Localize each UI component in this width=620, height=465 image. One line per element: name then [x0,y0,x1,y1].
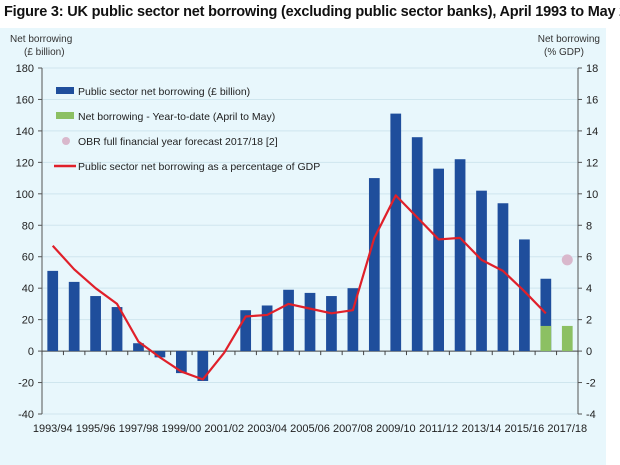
x-tick-label: 1993/94 [33,423,73,435]
x-tick-label: 2017/18 [547,423,587,435]
y-tick-label-left: 40 [22,283,34,295]
borrowing-bar [411,137,423,352]
ytd-bar [540,325,552,352]
legend-label: Public sector net borrowing (£ billion) [78,86,250,98]
y-tick-label-left: 0 [28,346,34,358]
borrowing-bar [133,343,144,352]
borrowing-bar [497,203,509,352]
legend-label: Public sector net borrowing as a percent… [78,161,320,173]
y-tick-label-left: 120 [16,157,34,169]
gdp-percentage-line [51,194,547,381]
borrowing-bar [283,289,294,352]
x-tick-label: 2001/02 [204,423,244,435]
borrowing-bar [111,307,123,352]
y-axis-title-right: Net borrowing [538,34,600,45]
y-axis-title-right: (% GDP) [544,47,584,58]
y-tick-label-left: 80 [22,220,34,232]
borrowing-bar [240,310,252,352]
x-tick-label: 2011/12 [419,423,458,435]
y-axis-title-left: Net borrowing [10,34,72,45]
borrowing-bar [454,159,466,352]
y-tick-label-right: -4 [586,409,596,421]
borrowing-bar [519,239,530,352]
borrowing-bar [68,281,80,352]
y-tick-label-left: 160 [16,94,34,106]
y-tick-label-right: 6 [586,252,592,264]
borrowing-bar [90,296,101,352]
borrowing-bar [433,168,444,352]
x-tick-label: 2003/04 [247,423,287,435]
x-tick-label: 2013/14 [462,423,502,435]
y-tick-label-right: 18 [586,63,598,75]
x-tick-label: 2005/06 [290,423,330,435]
y-axis-title-left: (£ billion) [24,47,65,58]
borrowing-bar [476,190,487,352]
borrowing-bar [390,113,402,352]
x-tick-label: 1997/98 [119,423,159,435]
y-tick-label-left: -20 [18,378,34,390]
y-tick-label-left: 60 [22,252,34,264]
borrowing-bar [326,296,337,352]
borrowing-bar [154,351,166,358]
y-tick-label-right: 8 [586,220,592,232]
borrowing-bar [176,351,187,374]
y-tick-label-right: 16 [586,94,598,106]
y-tick-label-right: 10 [586,189,598,201]
legend-swatch [56,87,74,94]
y-tick-label-right: 0 [586,346,592,358]
y-tick-label-left: -40 [18,409,34,421]
borrowing-bar [197,351,209,381]
x-tick-label: 2007/08 [333,423,373,435]
y-tick-label-left: 100 [16,189,34,201]
y-tick-label-right: 12 [586,157,598,169]
borrowing-bar [304,292,316,352]
borrowing-bar [540,278,552,352]
legend-label: OBR full financial year forecast 2017/18… [78,136,278,148]
y-tick-label-left: 180 [16,63,34,75]
legend-swatch [62,137,70,145]
legend-swatch [56,112,74,119]
x-tick-label: 2015/16 [505,423,545,435]
y-tick-label-right: 2 [586,315,592,327]
borrowing-bar [368,178,380,352]
legend-label: Net borrowing - Year-to-date (April to M… [78,111,275,123]
x-tick-label: 2009/10 [376,423,416,435]
borrowing-bar [47,270,59,352]
x-tick-label: 1999/00 [161,423,201,435]
y-tick-label-left: 20 [22,315,34,327]
x-tick-label: 1995/96 [76,423,116,435]
y-tick-label-right: 14 [586,126,598,138]
y-tick-label-right: 4 [586,283,592,295]
chart-title: Figure 3: UK public sector net borrowing… [4,4,620,20]
borrowing-bar [347,288,359,352]
ytd-bar [561,325,573,352]
y-tick-label-left: 140 [16,126,34,138]
y-tick-label-right: -2 [586,378,596,390]
borrowing-bar [261,305,273,352]
obr-forecast-point [561,254,573,266]
